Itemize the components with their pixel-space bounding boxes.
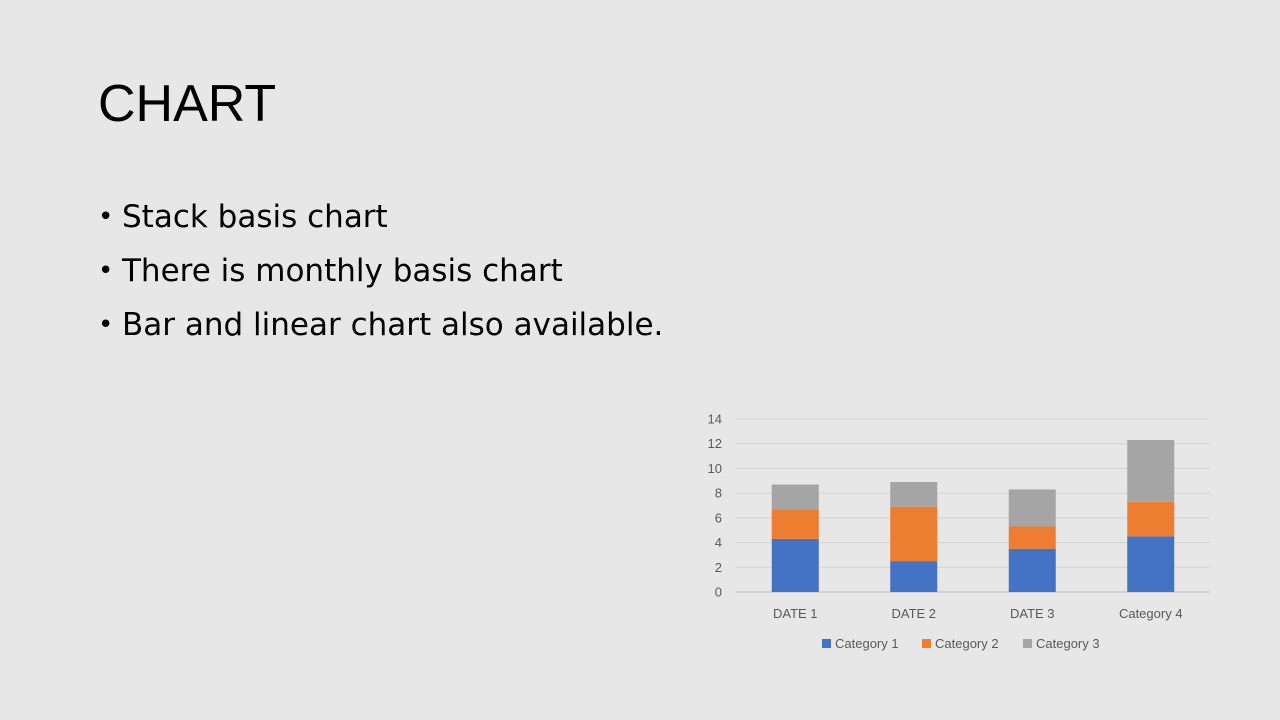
bar-segment [890, 506, 938, 562]
bullet-item: • There is monthly basis chart [98, 244, 663, 298]
bullet-list: • Stack basis chart • There is monthly b… [98, 190, 663, 352]
legend-label: Category 1 [835, 636, 899, 651]
legend-swatch [822, 639, 831, 648]
bar-segment [771, 509, 819, 539]
bar-segment [771, 484, 819, 510]
bar-segment [1127, 440, 1175, 502]
bar-segment [1008, 548, 1056, 592]
bar-segment [1127, 501, 1175, 537]
bullet-item: • Stack basis chart [98, 190, 663, 244]
bullet-text: Stack basis chart [122, 199, 388, 235]
y-tick-label: 0 [715, 585, 722, 600]
x-tick-label: DATE 3 [1010, 606, 1055, 621]
bullet-text: There is monthly basis chart [122, 253, 563, 289]
bullet-dot-icon: • [98, 256, 114, 286]
bar-segment [890, 482, 938, 507]
bar-segment [771, 538, 819, 592]
x-tick-label: Category 4 [1119, 606, 1183, 621]
legend-label: Category 2 [935, 636, 999, 651]
y-tick-label: 2 [715, 560, 722, 575]
bar-segment [1008, 489, 1056, 527]
y-tick-label: 6 [715, 510, 722, 525]
bullet-dot-icon: • [98, 310, 114, 340]
bullet-dot-icon: • [98, 202, 114, 232]
legend-swatch [922, 639, 931, 648]
y-tick-label: 4 [715, 535, 722, 550]
bar-segment [890, 561, 938, 592]
bullet-item: • Bar and linear chart also available. [98, 298, 663, 352]
bar-segment [1008, 526, 1056, 549]
legend-label: Category 3 [1036, 636, 1100, 651]
x-tick-label: DATE 1 [773, 606, 818, 621]
y-tick-label: 12 [708, 436, 722, 451]
x-tick-label: DATE 2 [891, 606, 936, 621]
y-tick-label: 10 [708, 461, 722, 476]
bar-segment [1127, 536, 1175, 592]
bullet-text: Bar and linear chart also available. [122, 307, 664, 343]
stacked-bar-chart: 0 2 4 6 8 10 12 14 DATE 1 DATE 2 DATE 3 Category 4 C… [708, 412, 1210, 651]
legend-swatch [1023, 639, 1032, 648]
y-tick-label: 14 [708, 412, 722, 427]
y-tick-label: 8 [715, 486, 722, 501]
slide-title: CHART [98, 75, 277, 133]
